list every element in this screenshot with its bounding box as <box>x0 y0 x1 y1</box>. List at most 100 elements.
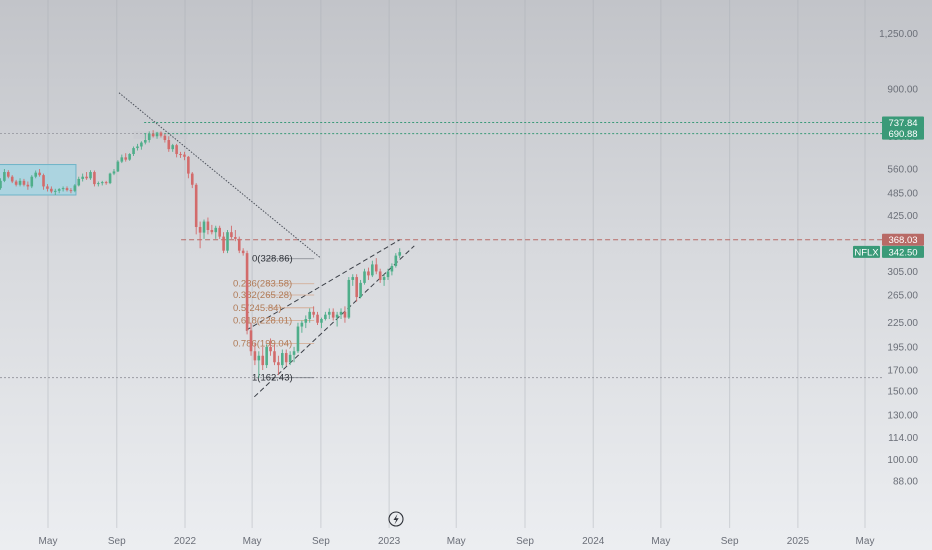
candle-body <box>34 172 37 177</box>
candle-body <box>300 322 304 327</box>
candle-body <box>355 277 358 298</box>
candle-body <box>85 176 88 179</box>
candle-body <box>6 172 10 177</box>
candle-body <box>167 140 171 150</box>
candle-body <box>38 172 41 176</box>
candle-body <box>46 186 49 189</box>
x-tick-label: Sep <box>108 536 126 547</box>
candle-body <box>171 145 175 150</box>
fib-level-label: 1(162.43) <box>252 373 293 384</box>
price-tag-box <box>882 233 924 246</box>
y-tick-label: 900.00 <box>887 85 918 96</box>
candle-body <box>327 311 331 315</box>
candle-body <box>261 355 265 366</box>
candle-body <box>226 232 229 251</box>
candle-body <box>363 271 366 283</box>
candle-body <box>65 188 69 191</box>
candle-body <box>175 145 178 155</box>
x-tick-label: May <box>243 536 262 547</box>
candle-body <box>187 156 190 174</box>
candle-body <box>214 227 218 233</box>
candle-body <box>81 176 84 179</box>
candle-body <box>132 148 135 155</box>
candle-body <box>288 354 292 363</box>
y-tick-label: 150.00 <box>887 387 918 398</box>
candle-body <box>245 253 249 331</box>
candle-body <box>202 221 206 233</box>
y-tick-label: 100.00 <box>887 455 918 466</box>
y-tick-label: 88.00 <box>893 477 918 488</box>
candle-body <box>206 221 210 230</box>
candle-body <box>230 232 233 238</box>
x-tick-label: Sep <box>516 536 534 547</box>
horizontal-levels <box>0 121 884 379</box>
candle-body <box>144 140 147 143</box>
candle-body <box>316 314 319 323</box>
x-tick-label: May <box>39 536 58 547</box>
candle-body <box>183 154 186 157</box>
candle-body <box>331 311 335 318</box>
candle-body <box>73 185 77 191</box>
candle-body <box>120 157 124 162</box>
candle-body <box>210 229 214 233</box>
candle-body <box>89 172 92 179</box>
candle-body <box>3 172 6 181</box>
x-tick-label: May <box>651 536 670 547</box>
downtrend-line <box>118 92 322 259</box>
fib-level-label: 0.382(265.28) <box>233 290 292 301</box>
candle-body <box>53 190 57 192</box>
x-tick-label: May <box>447 536 466 547</box>
candle-body <box>378 271 382 280</box>
fibonacci-retracement: 0(328.86) 0.236(283.58)0.382(265.28) 0.5(2… <box>233 254 315 384</box>
fib-level-label: 0.618(228.01) <box>233 315 292 326</box>
candle-body <box>179 154 182 156</box>
channel-lower-line <box>254 245 415 398</box>
lightning-icon[interactable] <box>388 511 404 527</box>
candle-body <box>222 236 225 251</box>
price-axis[interactable]: 1,250.00900.00680.00560.00485.00425.0030… <box>879 29 918 487</box>
y-tick-label: 170.00 <box>887 366 918 377</box>
candle-body <box>116 161 120 172</box>
y-tick-label: 130.00 <box>887 411 918 422</box>
candle-body <box>281 353 284 366</box>
candle-body <box>104 182 108 184</box>
candle-body <box>253 351 257 361</box>
candle-body <box>198 226 202 233</box>
candle-body <box>249 330 253 352</box>
price-tag-label: 737.84 <box>888 118 917 129</box>
candle-body <box>136 146 139 149</box>
candle-body <box>163 135 167 141</box>
x-tick-label: 2023 <box>378 536 401 547</box>
candle-body <box>190 173 194 185</box>
candle-body <box>304 319 308 323</box>
candle-body <box>61 188 65 190</box>
candle-body <box>343 311 347 318</box>
candle-body <box>159 132 163 136</box>
y-tick-label: 195.00 <box>887 342 918 353</box>
candle-body <box>257 355 261 361</box>
candle-body <box>398 252 402 256</box>
candle-body <box>374 264 378 272</box>
candle-body <box>351 277 355 280</box>
candle-body <box>359 282 362 298</box>
candle-body <box>124 157 128 160</box>
candle-body <box>265 346 268 366</box>
price-tag-label: 342.50 <box>888 247 917 258</box>
candle-body <box>97 183 100 185</box>
candle-body <box>112 171 116 174</box>
candle-body <box>93 172 96 185</box>
time-axis[interactable]: May Sep 2022 May Sep 2023 May Sep 2024 May Sep 2025… <box>39 536 875 547</box>
y-tick-label: 425.00 <box>887 211 918 222</box>
chart-grid <box>47 0 866 528</box>
y-tick-label: 265.00 <box>887 291 918 302</box>
y-tick-label: 225.00 <box>887 318 918 329</box>
fib-level-label: 0(328.86) <box>252 254 293 265</box>
candle-body <box>100 182 104 184</box>
candle-body <box>320 319 323 323</box>
fib-level-label: 0.236(283.58) <box>233 279 292 290</box>
price-tag-box <box>882 245 924 258</box>
candle-body <box>57 189 61 191</box>
x-tick-label: Sep <box>312 536 330 547</box>
